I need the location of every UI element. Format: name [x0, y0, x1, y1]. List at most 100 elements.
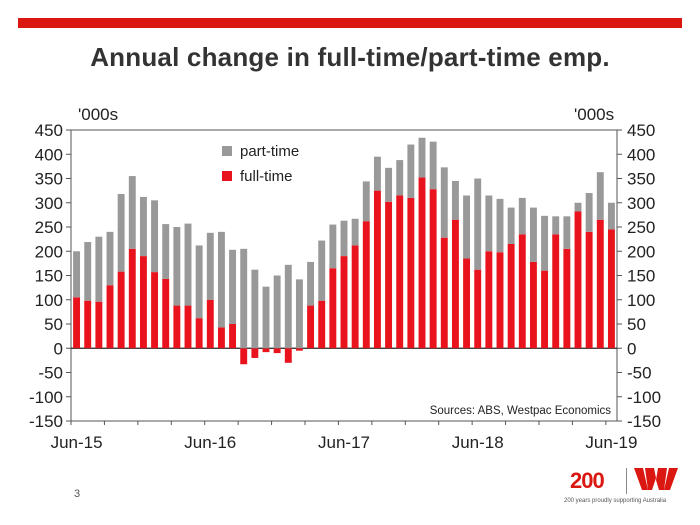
bar-full-time — [273, 348, 281, 354]
bar-full-time — [463, 258, 471, 349]
bar-full-time — [262, 348, 270, 353]
westpac-w-icon — [634, 468, 678, 490]
bar-part-time — [117, 194, 125, 272]
top-accent-bar — [18, 18, 682, 28]
bar-full-time — [184, 305, 192, 349]
bar-part-time — [73, 251, 81, 298]
bar-part-time — [563, 216, 571, 249]
bar-full-time — [117, 271, 125, 349]
page-number: 3 — [74, 488, 81, 500]
bar-full-time — [496, 252, 504, 349]
bar-full-time — [329, 268, 337, 349]
bar-part-time — [195, 245, 203, 319]
bar-full-time — [84, 300, 92, 349]
bar-full-time — [307, 305, 315, 349]
bar-full-time — [585, 231, 593, 349]
logo-tagline: 200 years proudly supporting Australia — [564, 498, 667, 504]
bar-part-time — [340, 220, 348, 257]
bar-part-time — [541, 215, 549, 271]
bar-full-time — [474, 269, 482, 349]
y-tick-label-left: 250 — [35, 218, 63, 237]
bar-full-time — [151, 272, 159, 349]
bars-layer — [73, 137, 615, 365]
y-tick-label-left: 300 — [35, 194, 63, 213]
bar-full-time — [485, 251, 493, 349]
legend: part-time full-time — [222, 143, 299, 185]
bar-full-time — [251, 348, 259, 358]
right-unit-label: '000s — [574, 105, 614, 124]
bar-full-time — [596, 219, 604, 349]
bar-part-time — [295, 279, 303, 349]
bar-part-time — [206, 232, 214, 300]
bar-full-time — [139, 256, 147, 349]
bar-part-time — [574, 202, 582, 212]
bar-part-time — [373, 156, 381, 191]
y-tick-label-right: 0 — [627, 339, 636, 358]
bar-full-time — [284, 348, 292, 363]
bar-part-time — [396, 160, 404, 196]
bar-part-time — [217, 231, 225, 328]
bar-full-time — [73, 297, 81, 349]
bar-part-time — [529, 207, 537, 262]
bar-part-time — [596, 172, 604, 220]
bar-full-time — [451, 219, 459, 349]
bar-part-time — [273, 275, 281, 349]
bar-full-time — [240, 348, 248, 365]
bar-full-time — [607, 229, 615, 349]
legend-label-full-time: full-time — [240, 168, 293, 185]
y-tick-label-right: 250 — [627, 218, 655, 237]
bar-full-time — [173, 305, 181, 349]
bar-part-time — [262, 286, 270, 349]
bar-part-time — [162, 224, 170, 279]
bar-part-time — [607, 202, 615, 230]
labels-layer: -150 -150 -100 -100 -50 -50 0 0 50 50 100 100 150 150… — [29, 121, 661, 452]
bar-full-time — [507, 243, 515, 349]
x-tick-label: Jun-15 — [51, 433, 103, 452]
bar-full-time — [407, 197, 415, 349]
bar-part-time — [518, 197, 526, 235]
y-tick-label-left: 450 — [35, 121, 63, 140]
bar-part-time — [251, 269, 259, 349]
y-tick-label-right: -50 — [627, 364, 652, 383]
bar-full-time — [362, 221, 370, 349]
bar-full-time — [295, 348, 303, 351]
logo-divider — [626, 468, 627, 494]
bar-part-time — [552, 216, 560, 235]
bar-full-time — [563, 248, 571, 349]
y-tick-label-left: 50 — [44, 315, 63, 334]
bar-part-time — [84, 242, 92, 301]
y-tick-label-right: 300 — [627, 194, 655, 213]
bar-part-time — [440, 167, 448, 238]
y-tick-label-right: 150 — [627, 267, 655, 286]
y-tick-label-right: 100 — [627, 291, 655, 310]
bar-part-time — [407, 144, 415, 198]
westpac-200-logo: 200 200 years proudly supporting Austral… — [556, 462, 686, 512]
bar-part-time — [585, 193, 593, 232]
bar-full-time — [128, 248, 136, 349]
bar-full-time — [162, 278, 170, 349]
y-tick-label-right: 50 — [627, 315, 646, 334]
bar-full-time — [429, 189, 437, 349]
bar-full-time — [351, 245, 359, 349]
bar-full-time — [195, 318, 203, 349]
bar-full-time — [440, 237, 448, 349]
bar-part-time — [151, 200, 159, 273]
bar-full-time — [373, 190, 381, 349]
bar-part-time — [128, 176, 136, 249]
legend-label-part-time: part-time — [240, 143, 299, 160]
bar-full-time — [574, 211, 582, 349]
bar-full-time — [385, 201, 393, 349]
bar-part-time — [307, 261, 315, 306]
bar-full-time — [518, 234, 526, 349]
bar-part-time — [173, 227, 181, 306]
bar-full-time — [541, 270, 549, 349]
bar-part-time — [385, 167, 393, 202]
source-note: Sources: ABS, Westpac Economics — [430, 405, 612, 417]
y-tick-label-left: 350 — [35, 170, 63, 189]
y-tick-label-right: 400 — [627, 145, 655, 164]
y-tick-label-left: 100 — [35, 291, 63, 310]
legend-swatch-full-time — [222, 171, 232, 181]
bar-full-time — [318, 300, 326, 349]
bar-part-time — [229, 249, 237, 324]
y-tick-label-left: -50 — [38, 364, 63, 383]
